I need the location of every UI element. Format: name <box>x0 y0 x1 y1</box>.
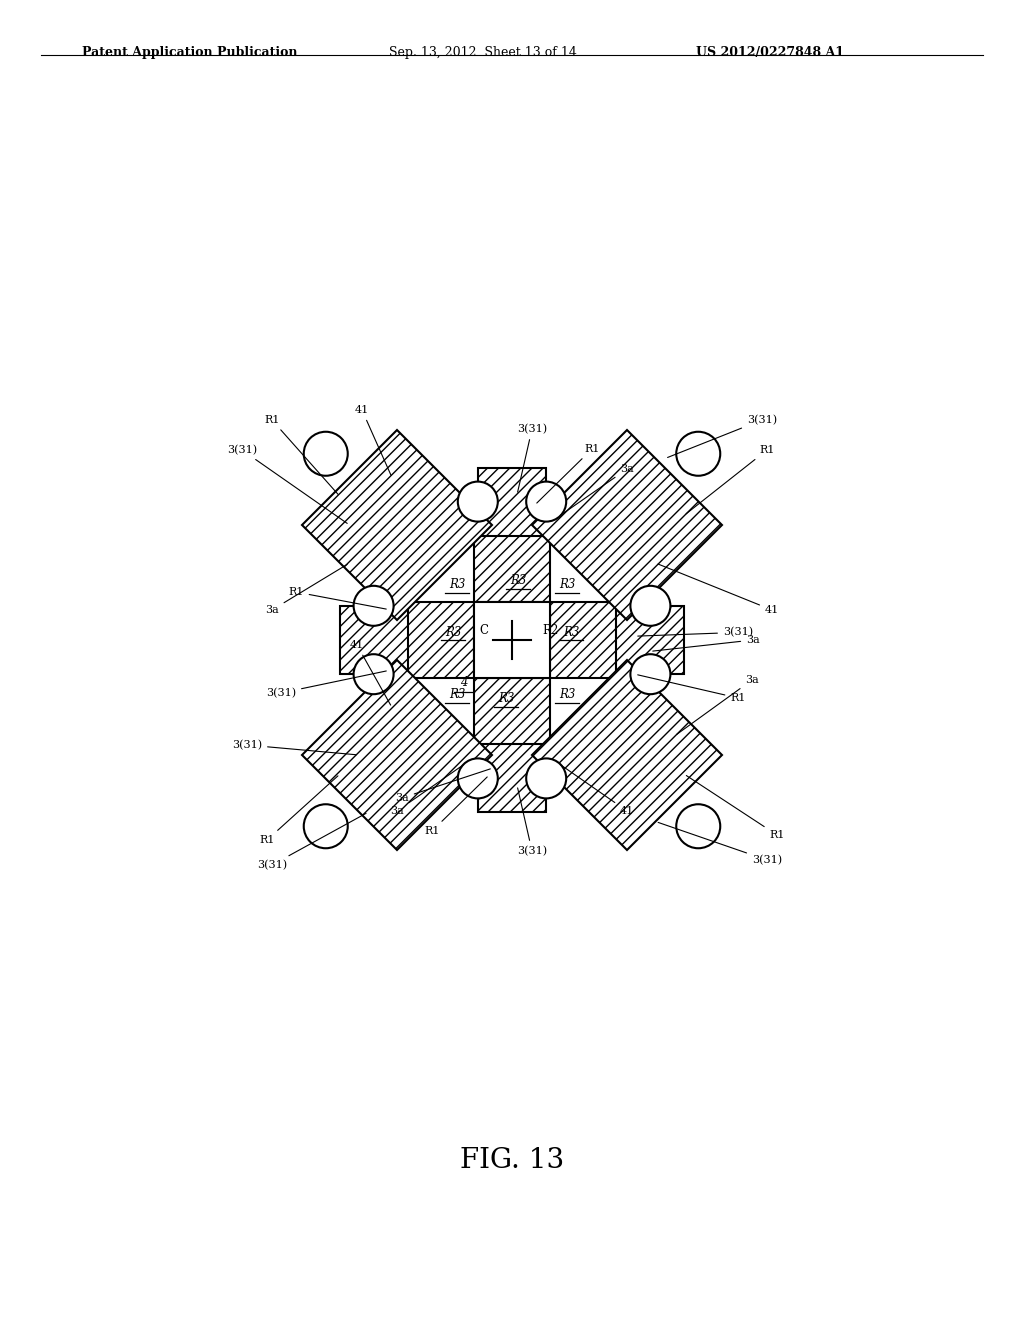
Text: R3: R3 <box>444 626 461 639</box>
Polygon shape <box>532 660 722 850</box>
Polygon shape <box>532 430 722 620</box>
Text: 3a: 3a <box>677 675 759 734</box>
Circle shape <box>631 586 671 626</box>
Bar <box>616 606 684 675</box>
Text: 3(31): 3(31) <box>668 414 777 458</box>
Circle shape <box>526 482 566 521</box>
Bar <box>394 602 474 678</box>
Text: 41: 41 <box>355 405 391 475</box>
Bar <box>478 467 546 536</box>
Text: C: C <box>479 623 488 636</box>
Text: R3: R3 <box>498 693 514 705</box>
Text: FIG. 13: FIG. 13 <box>460 1147 564 1173</box>
Bar <box>550 602 630 678</box>
Text: 3(31): 3(31) <box>227 445 347 524</box>
Text: R1: R1 <box>264 414 338 495</box>
Text: R1: R1 <box>424 777 487 836</box>
Text: R3: R3 <box>563 626 580 639</box>
Text: R1: R1 <box>686 776 784 840</box>
Text: US 2012/0227848 A1: US 2012/0227848 A1 <box>696 46 845 59</box>
Circle shape <box>304 804 348 849</box>
Text: R3: R3 <box>449 689 465 701</box>
Text: Sep. 13, 2012  Sheet 13 of 14: Sep. 13, 2012 Sheet 13 of 14 <box>389 46 577 59</box>
Bar <box>474 602 550 678</box>
Bar <box>474 521 550 602</box>
Text: 41: 41 <box>350 640 390 705</box>
Text: R2: R2 <box>542 623 558 636</box>
Text: R1: R1 <box>289 587 386 609</box>
Text: 3(31): 3(31) <box>517 424 547 492</box>
Text: R3: R3 <box>449 578 465 591</box>
Circle shape <box>458 482 498 521</box>
Polygon shape <box>302 660 492 850</box>
Bar <box>474 678 550 758</box>
Bar <box>478 744 546 812</box>
Text: 3(31): 3(31) <box>517 788 547 857</box>
Text: 3a: 3a <box>652 635 760 651</box>
Text: 4: 4 <box>460 676 468 689</box>
Text: 3a: 3a <box>395 768 490 803</box>
Text: R3: R3 <box>559 578 575 591</box>
Circle shape <box>526 759 566 799</box>
Text: R3: R3 <box>510 574 526 587</box>
Text: R3: R3 <box>559 689 575 701</box>
Text: 3a: 3a <box>265 565 347 615</box>
Text: 3(31): 3(31) <box>257 813 366 870</box>
Circle shape <box>676 804 720 849</box>
Circle shape <box>304 432 348 475</box>
Polygon shape <box>302 430 492 620</box>
Text: 41: 41 <box>560 764 634 816</box>
Text: 3(31): 3(31) <box>658 822 782 865</box>
Circle shape <box>353 586 393 626</box>
Text: R1: R1 <box>537 444 600 503</box>
Text: R1: R1 <box>259 776 338 845</box>
Text: 3(31): 3(31) <box>638 627 753 638</box>
Text: R1: R1 <box>686 445 775 513</box>
Circle shape <box>458 759 498 799</box>
Circle shape <box>353 655 393 694</box>
Circle shape <box>631 655 671 694</box>
Text: 3a: 3a <box>390 764 464 816</box>
Text: 3a: 3a <box>560 465 634 515</box>
Text: 41: 41 <box>658 564 779 615</box>
Text: R1: R1 <box>638 675 745 704</box>
Text: 3(31): 3(31) <box>232 739 356 755</box>
Circle shape <box>676 432 720 475</box>
Text: 3(31): 3(31) <box>266 671 386 698</box>
Text: Patent Application Publication: Patent Application Publication <box>82 46 297 59</box>
Bar <box>340 606 408 675</box>
